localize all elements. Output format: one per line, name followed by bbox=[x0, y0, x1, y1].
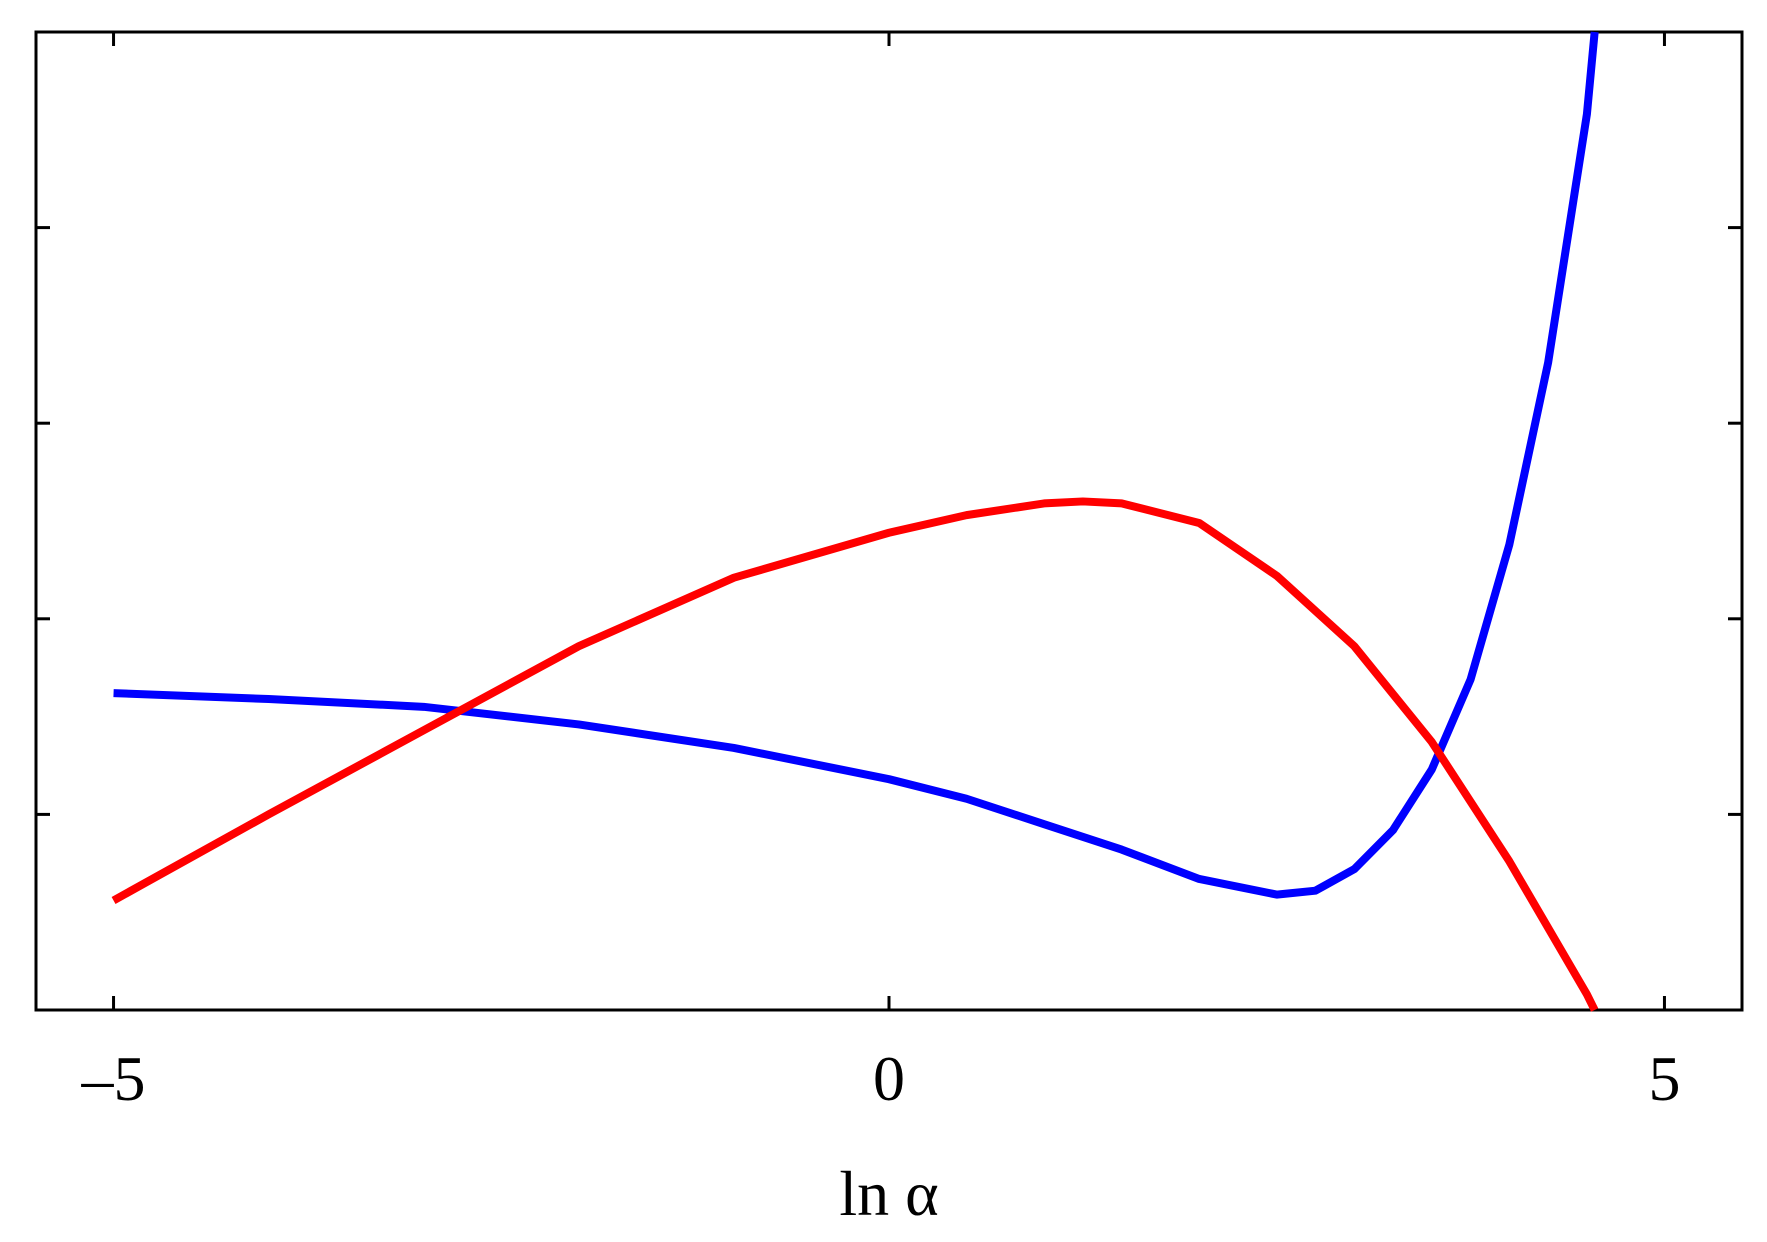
x-tick-label: 0 bbox=[873, 1043, 905, 1114]
series-line bbox=[113, 31, 1599, 899]
x-tick-label: –5 bbox=[81, 1043, 146, 1114]
series-line bbox=[111, 497, 1599, 1012]
x-axis-label: ln α bbox=[839, 1158, 938, 1229]
axes-frame bbox=[34, 30, 1744, 1012]
x-tick-label: 5 bbox=[1648, 1043, 1680, 1114]
